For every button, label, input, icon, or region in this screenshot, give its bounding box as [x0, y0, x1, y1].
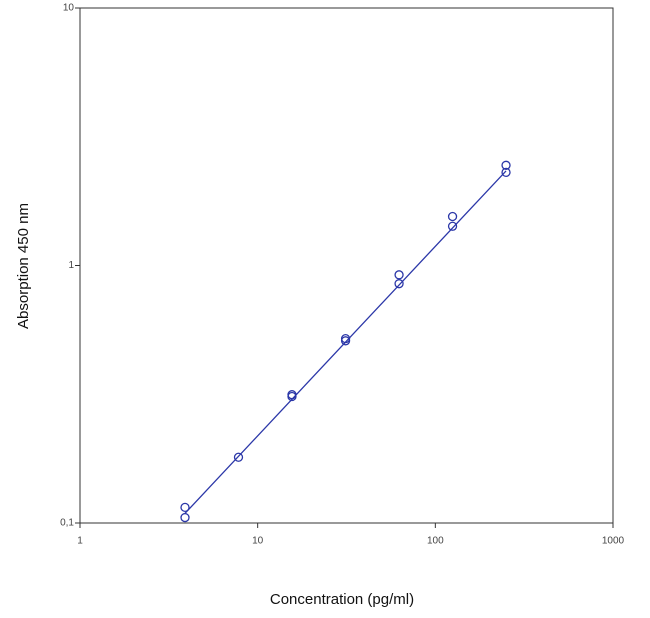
data-point	[394, 279, 404, 289]
x-tick-label: 1000	[602, 536, 625, 547]
data-point	[447, 211, 458, 222]
data-point	[501, 167, 511, 178]
y-tick-label: 0,1	[60, 518, 74, 529]
data-point	[501, 160, 511, 170]
y-tick-label: 10	[63, 3, 75, 14]
data-point	[447, 221, 458, 231]
data-point	[180, 502, 190, 513]
data-point	[180, 512, 190, 523]
x-axis-title: Concentration (pg/ml)	[270, 591, 414, 608]
data-point	[233, 452, 244, 462]
data-point	[287, 390, 297, 400]
data-point	[340, 333, 351, 344]
data-point	[394, 270, 404, 280]
y-tick-label: 1	[68, 260, 74, 271]
x-tick-label: 1	[77, 536, 83, 547]
x-tick-label: 100	[427, 536, 444, 547]
x-tick-label: 10	[252, 536, 264, 547]
plot-frame	[79, 7, 614, 524]
y-axis-title: Absorption 450 nm	[15, 203, 32, 329]
